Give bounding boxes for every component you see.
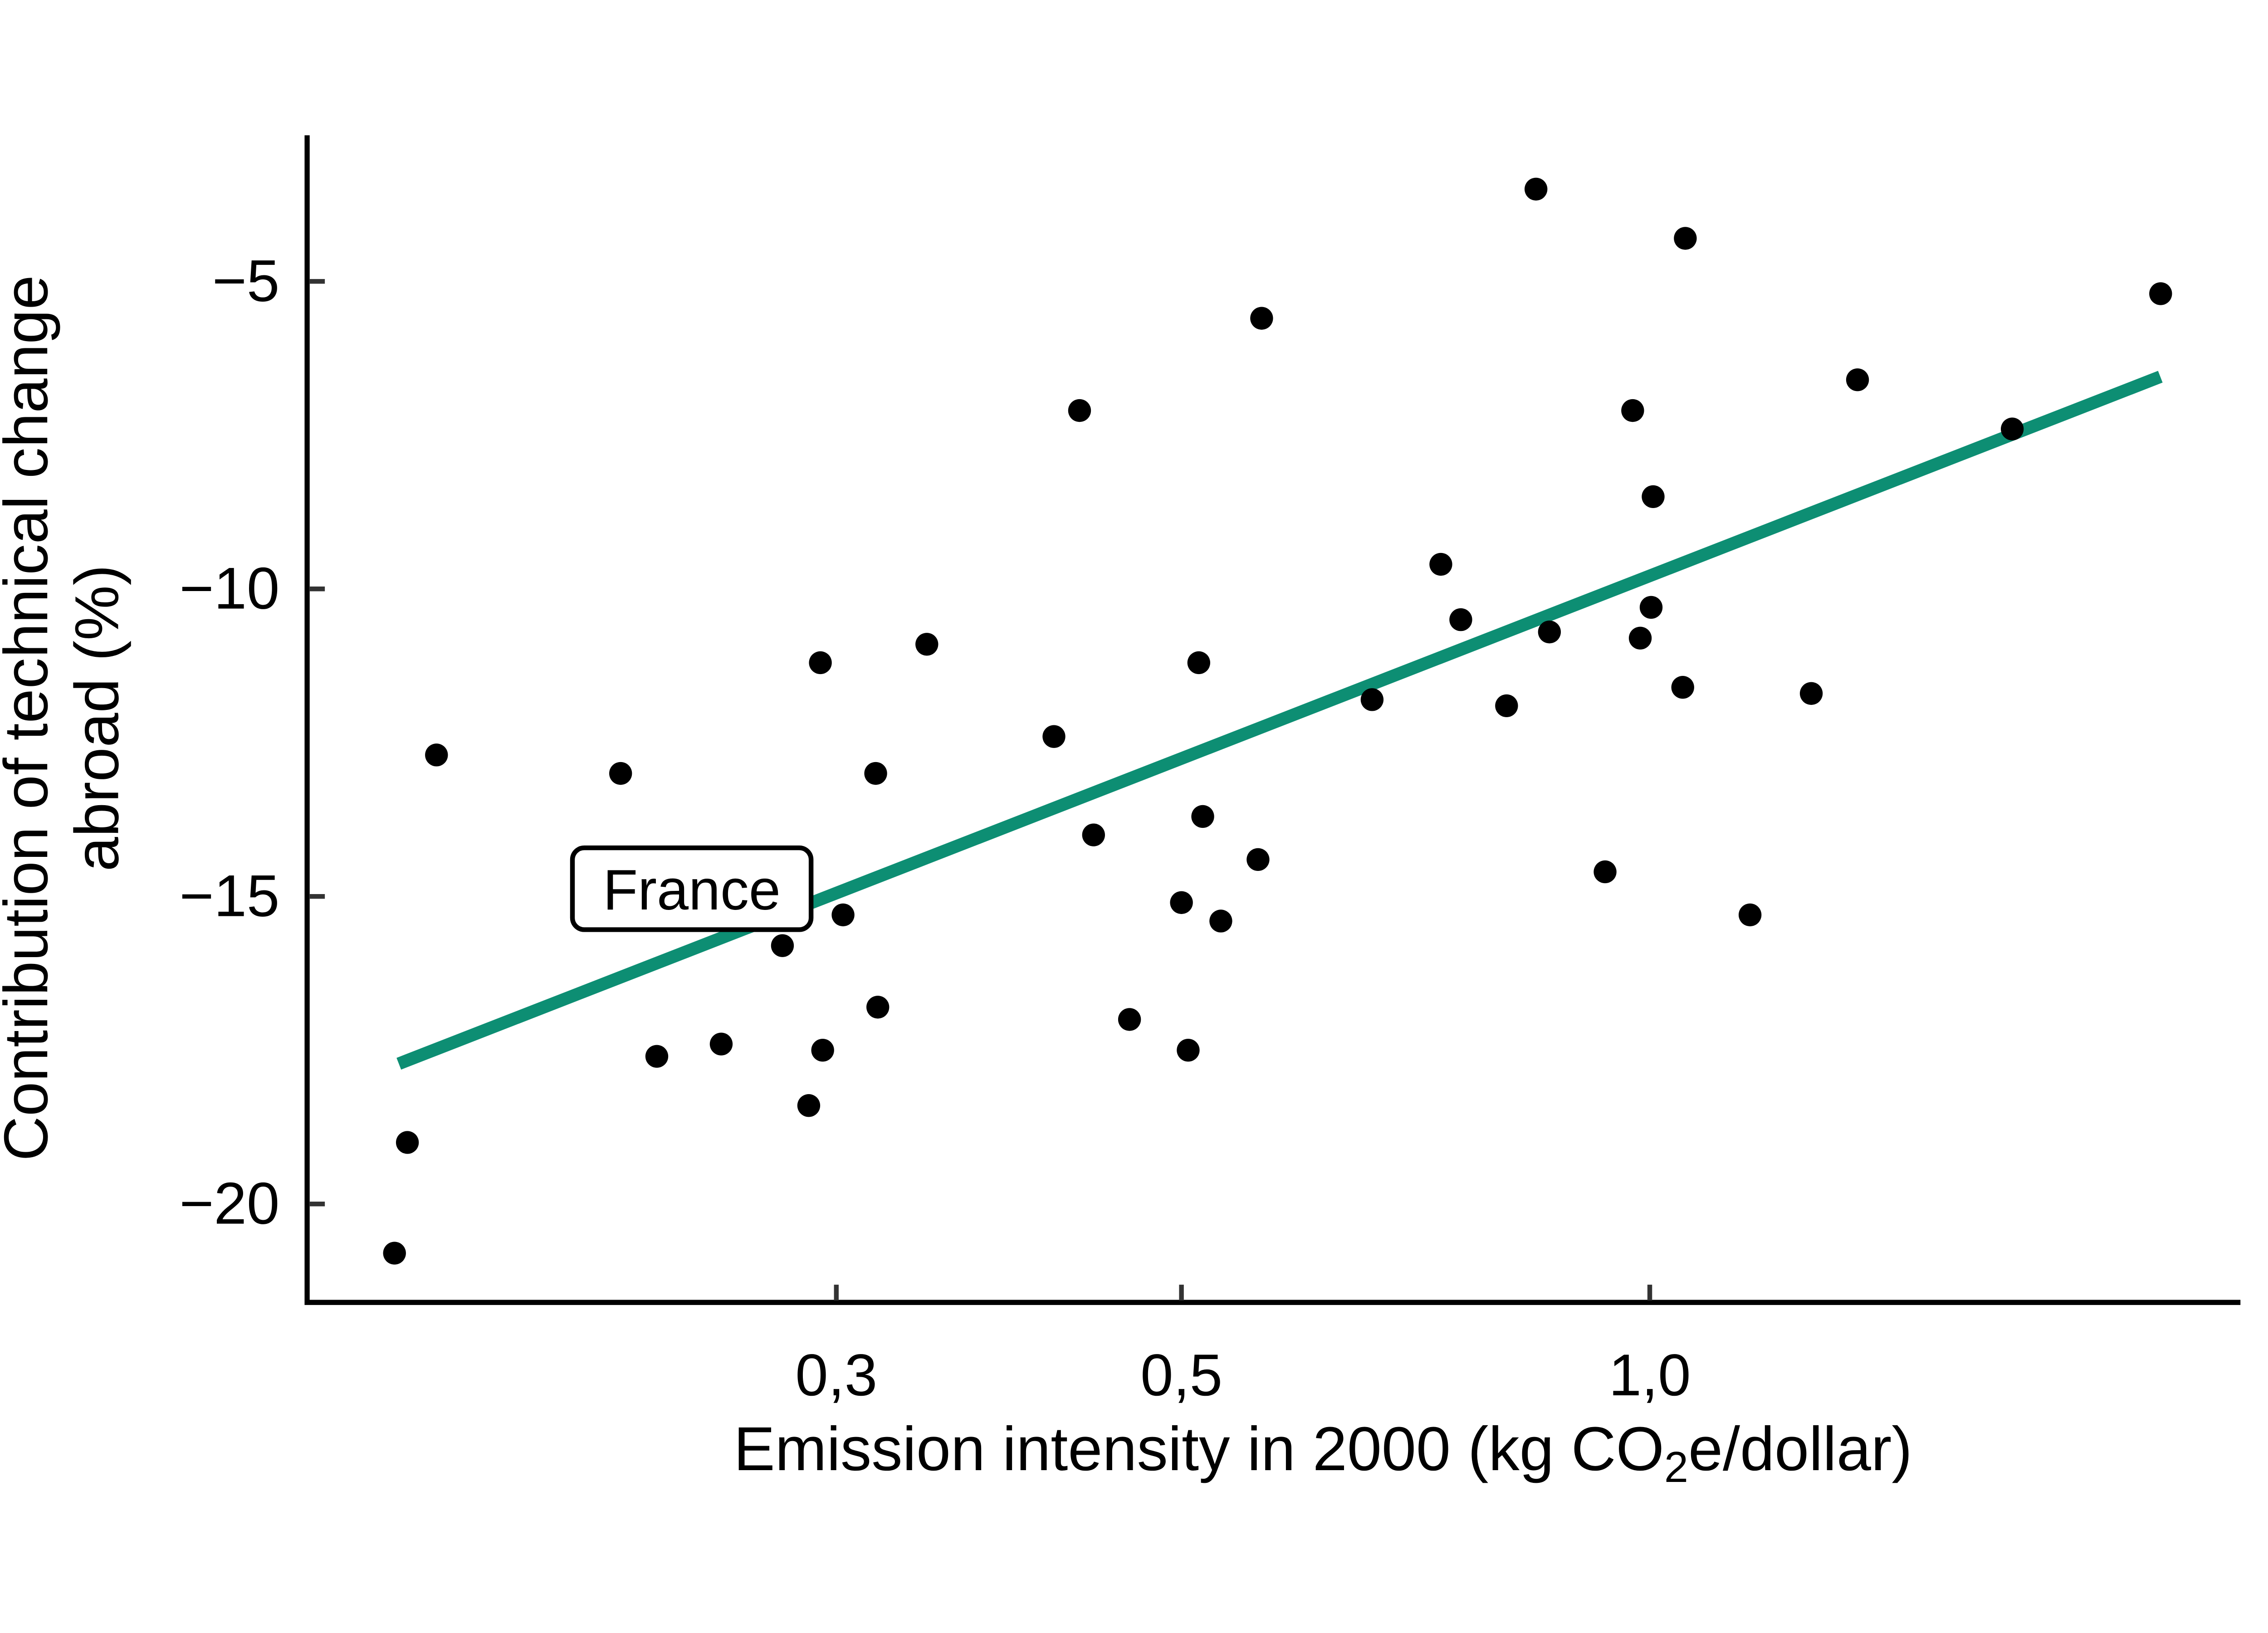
data-point: [1538, 621, 1561, 644]
y-axis-title-line1: Contribution of technical change: [0, 275, 60, 1161]
data-point: [1187, 651, 1211, 675]
data-point: [1642, 485, 1665, 508]
data-point: [1209, 909, 1232, 933]
annotation-label: France: [603, 858, 781, 922]
data-point: [866, 996, 890, 1019]
data-point: [1082, 823, 1105, 846]
data-point: [2000, 417, 2024, 440]
data-point: [1191, 805, 1214, 828]
x-tick-label: 1,0: [1609, 1342, 1691, 1408]
data-point: [1799, 682, 1823, 705]
y-tick-label: −10: [179, 555, 279, 621]
x-tick-label: 0,5: [1140, 1342, 1222, 1408]
data-point: [1738, 903, 1762, 927]
data-point: [425, 743, 448, 767]
data-point: [609, 762, 632, 785]
data-point: [1429, 552, 1452, 576]
data-point: [1628, 626, 1652, 650]
data-point: [1674, 227, 1697, 250]
x-axis-title: Emission intensity in 2000 (kg CO2e/doll…: [733, 1414, 1912, 1491]
y-tick-label: −5: [212, 248, 279, 314]
data-point: [1246, 848, 1270, 871]
y-axis-title-line2: abroad (%): [62, 565, 131, 871]
data-point: [1250, 307, 1273, 330]
data-point: [1846, 368, 1869, 391]
data-point: [915, 633, 938, 656]
y-tick-label: −20: [179, 1170, 279, 1237]
axis-frame: [304, 135, 2241, 1305]
data-point: [2149, 282, 2172, 305]
data-point: [1593, 860, 1617, 884]
data-point: [797, 1094, 821, 1117]
annotation-box: [570, 845, 814, 932]
data-point: [645, 1045, 669, 1068]
trend-line: [396, 371, 2163, 1070]
data-point: [811, 1039, 834, 1062]
data-point: [709, 1032, 733, 1056]
data-point: [1639, 596, 1663, 619]
data-point: [1621, 399, 1644, 422]
data-point: [1042, 725, 1066, 748]
data-point: [383, 1242, 406, 1265]
data-point: [396, 1131, 419, 1154]
data-point: [809, 651, 832, 675]
data-point: [1671, 676, 1694, 699]
data-point: [1068, 399, 1091, 422]
y-tick-label: −15: [179, 863, 279, 929]
data-point: [1360, 688, 1384, 711]
data-point: [831, 903, 855, 927]
data-point: [864, 762, 887, 785]
data-point: [1177, 1039, 1200, 1062]
data-point: [771, 934, 794, 957]
x-tick-label: 0,3: [795, 1342, 877, 1408]
data-point: [1449, 608, 1472, 631]
data-point: [1118, 1008, 1141, 1031]
data-point: [1170, 891, 1193, 914]
data-point: [1525, 177, 1548, 201]
data-point: [1495, 694, 1518, 718]
